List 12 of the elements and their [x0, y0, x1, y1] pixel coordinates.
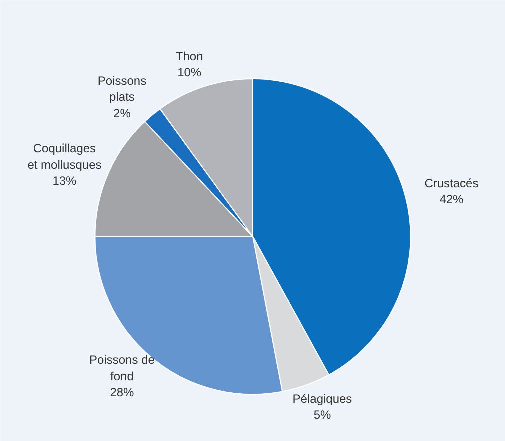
slice-label: Poissons de fond: [90, 353, 156, 384]
data-label: 5%: [314, 408, 332, 422]
data-label: 2%: [114, 106, 132, 120]
data-label: 13%: [52, 174, 78, 188]
slice-label: Coquillages et mollusques: [28, 142, 102, 172]
slice-label: Pélagiques: [292, 392, 352, 406]
slice-label: Poissons plats: [98, 74, 147, 104]
data-label: 42%: [440, 192, 464, 207]
data-label: 28%: [110, 385, 135, 400]
slice-label: Thon: [176, 49, 204, 64]
slice-label: Crustacés: [424, 176, 479, 191]
data-label: 10%: [178, 66, 202, 80]
